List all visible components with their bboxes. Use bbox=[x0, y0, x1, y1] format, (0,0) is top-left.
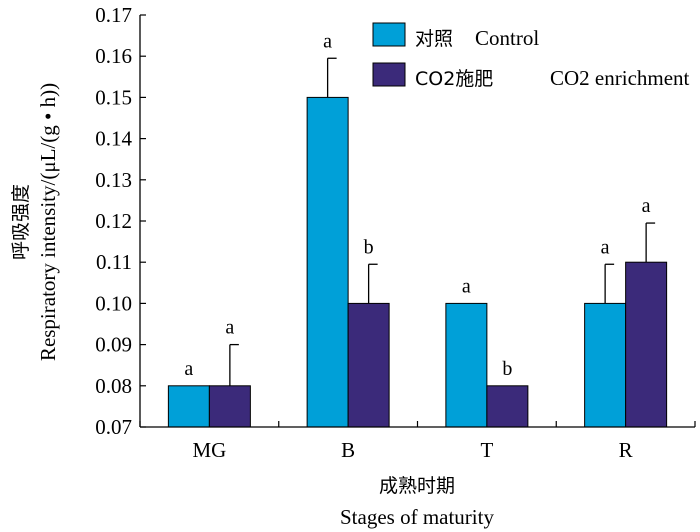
bar-co2-mg bbox=[208, 385, 251, 428]
significance-letter-control-mg: a bbox=[184, 358, 193, 380]
x-tick-label-mg: MG bbox=[192, 438, 226, 462]
x-tick-label-r: R bbox=[619, 438, 633, 462]
legend-label-co2-cn: CO2施肥 bbox=[415, 68, 493, 90]
y-tick-label: 0.14 bbox=[95, 127, 132, 151]
significance-letter-co2-t: b bbox=[502, 358, 512, 380]
bar-co2-b bbox=[347, 302, 390, 428]
x-tick-label-t: T bbox=[480, 438, 493, 462]
significance-letter-co2-mg: a bbox=[225, 317, 234, 339]
significance-letter-co2-b: b bbox=[364, 236, 374, 258]
bar-co2-r bbox=[625, 261, 668, 428]
significance-letter-control-r: a bbox=[601, 236, 610, 258]
x-tick-label-b: B bbox=[341, 438, 355, 462]
bar-co2-t bbox=[486, 385, 529, 428]
axis-titles: 呼吸强度 Respiratory intensity/(μL/(g • h)) … bbox=[10, 83, 494, 529]
y-tick-label: 0.11 bbox=[96, 250, 132, 274]
significance-letter-co2-r: a bbox=[642, 195, 651, 217]
y-tick-label: 0.17 bbox=[95, 3, 132, 27]
x-axis-title-en: Stages of maturity bbox=[340, 505, 494, 529]
bar-control-t bbox=[445, 302, 488, 428]
legend-swatch-co2 bbox=[372, 62, 406, 87]
y-tick-label: 0.07 bbox=[95, 415, 132, 439]
legend-swatch-control bbox=[372, 22, 406, 47]
legend-label-control-en: Control bbox=[475, 26, 539, 50]
y-axis-title-cn: 呼吸强度 bbox=[10, 184, 32, 260]
plot-area: a a a b a b a a bbox=[167, 30, 668, 428]
y-tick-label: 0.13 bbox=[95, 168, 132, 192]
legend-label-control-cn: 对照 bbox=[415, 28, 453, 50]
significance-letter-control-b: a bbox=[323, 30, 332, 52]
bar-control-mg bbox=[167, 385, 210, 428]
y-tick-label: 0.15 bbox=[95, 85, 132, 109]
y-tick-label: 0.16 bbox=[95, 44, 132, 68]
y-tick-label: 0.12 bbox=[95, 209, 132, 233]
legend-label-co2-en: CO2 enrichment bbox=[550, 66, 690, 90]
legend: 对照 Control CO2施肥 CO2 enrichment bbox=[372, 22, 690, 90]
x-axis-title-cn: 成熟时期 bbox=[379, 475, 455, 497]
bar-control-r bbox=[584, 302, 627, 428]
axes: 0.07 0.08 0.09 0.10 0.11 0.12 0.13 0.14 0.15 0.16… bbox=[95, 3, 696, 462]
bar-control-b bbox=[306, 96, 349, 428]
y-tick-label: 0.09 bbox=[95, 333, 132, 357]
significance-letter-control-t: a bbox=[462, 275, 471, 297]
y-tick-label: 0.10 bbox=[95, 291, 132, 315]
y-axis-title-en: Respiratory intensity/(μL/(g • h)) bbox=[36, 83, 60, 361]
y-tick-label: 0.08 bbox=[95, 374, 132, 398]
